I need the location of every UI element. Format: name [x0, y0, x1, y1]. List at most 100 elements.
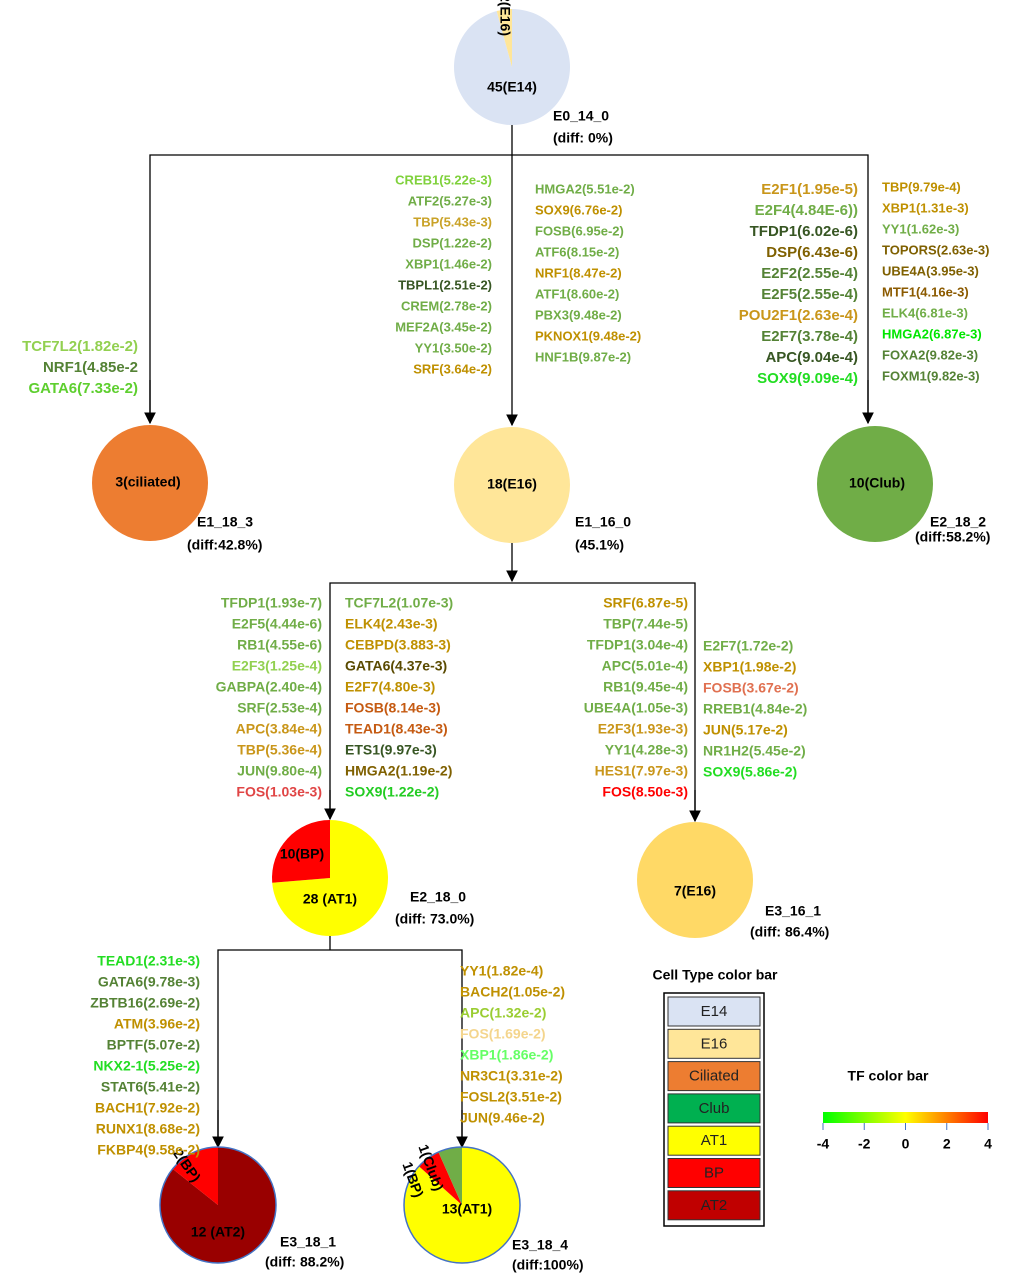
tf-label: MTF1(4.16e-3): [882, 284, 969, 299]
tf-label: TFDP1(6.02e-6): [750, 223, 858, 240]
colorbar-title: TF color bar: [848, 1068, 929, 1084]
tf-label: ATM(3.96e-2): [114, 1016, 200, 1032]
slice-label: 10(BP): [280, 846, 324, 862]
tf-label: STAT6(5.41e-2): [101, 1079, 200, 1095]
legend-swatch: [667, 1158, 761, 1188]
node-name: E1_16_0: [575, 514, 631, 530]
tf-label: HMGA2(1.19e-2): [345, 763, 452, 779]
tf-label: SOX9(5.86e-2): [703, 764, 797, 780]
tf-label: GABPA(2.40e-4): [216, 679, 322, 695]
tf-label: DSP(1.22e-2): [413, 235, 492, 250]
legend-label: Club: [699, 1100, 730, 1117]
tf-label: UBE4A(1.05e-3): [584, 700, 688, 716]
legend-swatch: [667, 1125, 761, 1156]
node-name: E0_14_0: [553, 108, 609, 124]
node-name: E3_18_4: [512, 1237, 568, 1253]
node-name: E3_16_1: [765, 903, 821, 919]
tf-label: PBX3(9.48e-2): [535, 307, 622, 322]
node-diff: (diff: 88.2%): [265, 1254, 344, 1270]
slice-label: 18(E16): [487, 476, 537, 492]
node: 10(Club) E2_18_2(diff:58.2%): [817, 426, 990, 545]
node-diff: (diff: 86.4%): [750, 924, 829, 940]
tf-label: BACH2(1.05e-2): [460, 984, 565, 1000]
tf-label: JUN(9.46e-2): [460, 1110, 545, 1126]
legend-label: E14: [701, 1003, 728, 1020]
node: 28 (AT1) 10(BP) E2_18_0 (diff: 73.0%): [271, 820, 474, 936]
tf-label: CREB1(5.22e-3): [395, 172, 492, 187]
node: 13(AT1)1(BP)1(Club)E3_18_4(diff:100%): [399, 1142, 583, 1273]
tf-label: YY1(4.28e-3): [605, 742, 688, 758]
tf-list: TBP(9.79e-4) XBP1(1.31e-3) YY1(1.62e-3) TOP…: [882, 179, 989, 383]
tf-label: RUNX1(8.68e-2): [96, 1121, 200, 1137]
tf-label: BACH1(7.92e-2): [95, 1100, 200, 1116]
tf-label: SOX9(6.76e-2): [535, 202, 622, 217]
tf-label: E2F5(4.44e-6): [232, 616, 322, 632]
node-diff: (45.1%): [575, 537, 624, 553]
tf-label: JUN(9.80e-4): [237, 763, 322, 779]
slice-label: 13(AT1): [442, 1201, 492, 1217]
tf-label: SOX9(9.09e-4): [757, 370, 858, 387]
pie-slice: [453, 9, 570, 126]
legend-label: AT1: [701, 1132, 727, 1149]
tf-label: E2F2(2.55e-4): [761, 265, 858, 282]
tf-label: RB1(4.55e-6): [237, 637, 322, 653]
pie-slice: [92, 425, 208, 541]
tf-label: SRF(3.64e-2): [413, 361, 492, 376]
tf-label: APC(3.84e-4): [236, 721, 322, 737]
colorbar-tick-label: 4: [984, 1136, 992, 1152]
pie-slice: [418, 1152, 462, 1205]
tf-label: ZBTB16(2.69e-2): [90, 995, 200, 1011]
tf-label: HNF1B(9.87e-2): [535, 349, 631, 364]
colorbar-tick-label: -4: [817, 1136, 830, 1152]
tf-label: BPTF(5.07e-2): [107, 1037, 200, 1053]
pie-slice: [160, 1147, 277, 1263]
edge: [217, 949, 463, 1146]
node-outline: [403, 1146, 521, 1264]
tf-label: ATF1(8.60e-2): [535, 286, 619, 301]
slice-label: 28 (AT1): [303, 891, 357, 907]
tf-label: NRF1(4.85e-2: [43, 359, 138, 376]
node-diff: (diff: 73.0%): [395, 911, 474, 927]
tf-list: E2F1(1.95e-5) E2F4(4.84E-6)) TFDP1(6.02e-6…: [739, 181, 858, 387]
tf-list: CREB1(5.22e-3) ATF2(5.27e-3) TBP(5.43e-3) D…: [395, 172, 492, 376]
legend-swatch: [667, 1028, 761, 1059]
pie-slice: [172, 1147, 218, 1205]
legend-swatch: [667, 1061, 761, 1092]
slice-label: 2(E16): [497, 0, 513, 36]
legend-label: AT2: [701, 1197, 727, 1214]
node: 7(E16) E3_16_1 (diff: 86.4%): [637, 822, 829, 940]
tf-label: TBP(5.43e-3): [413, 214, 492, 229]
tf-label: DSP(6.43e-6): [766, 244, 858, 261]
tf-label: FOS(1.69e-2): [460, 1026, 546, 1042]
tf-label: FKBP4(9.58e-2): [97, 1142, 200, 1158]
node-name: E2_18_0: [410, 889, 466, 905]
node-name: E2_18_2: [930, 514, 986, 530]
tf-label: MEF2A(3.45e-2): [395, 319, 492, 334]
tf-list: SRF(6.87e-5) TBP(7.44e-5) TFDP1(3.04e-4) AP…: [584, 595, 688, 800]
pie-slice: [817, 426, 933, 542]
legend-swatch: [667, 1093, 761, 1124]
colorbar-tick-label: -2: [858, 1136, 871, 1152]
tf-label: E2F1(1.95e-5): [761, 181, 858, 198]
pie-slice: [637, 822, 753, 938]
node: 12 (AT2)2(BP)E3_18_1(diff: 88.2%): [159, 1146, 344, 1270]
tf-label: APC(1.32e-2): [460, 1005, 546, 1021]
tf-list: TEAD1(2.31e-3) GATA6(9.78e-3) ZBTB16(2.69e…: [90, 953, 200, 1158]
tf-label: FOXA2(9.82e-3): [882, 347, 978, 362]
node-diff: (diff:42.8%): [187, 537, 262, 553]
tf-label: FOS(8.50e-3): [602, 784, 688, 800]
tf-label: TOPORS(2.63e-3): [882, 242, 989, 257]
tf-label: YY1(1.62e-3): [882, 221, 959, 236]
tf-label: ELK4(2.43e-3): [345, 616, 438, 632]
node: 3(ciliated) E1_18_3 (diff:42.8%): [92, 425, 262, 553]
node-name: E1_18_3: [197, 514, 253, 530]
tf-label: POU2F1(2.63e-4): [739, 307, 858, 324]
tf-list: HMGA2(5.51e-2) SOX9(6.76e-2) FOSB(6.95e-2)…: [535, 181, 641, 364]
tf-label: CREM(2.78e-2): [401, 298, 492, 313]
tf-label: CEBPD(3.883-3): [345, 637, 451, 653]
tf-label: GATA6(4.37e-3): [345, 658, 447, 674]
tf-label: TBP(7.44e-5): [603, 616, 688, 632]
tf-label: FOSB(6.95e-2): [535, 223, 624, 238]
tf-label: YY1(3.50e-2): [415, 340, 492, 355]
tf-label: TBP(5.36e-4): [237, 742, 322, 758]
